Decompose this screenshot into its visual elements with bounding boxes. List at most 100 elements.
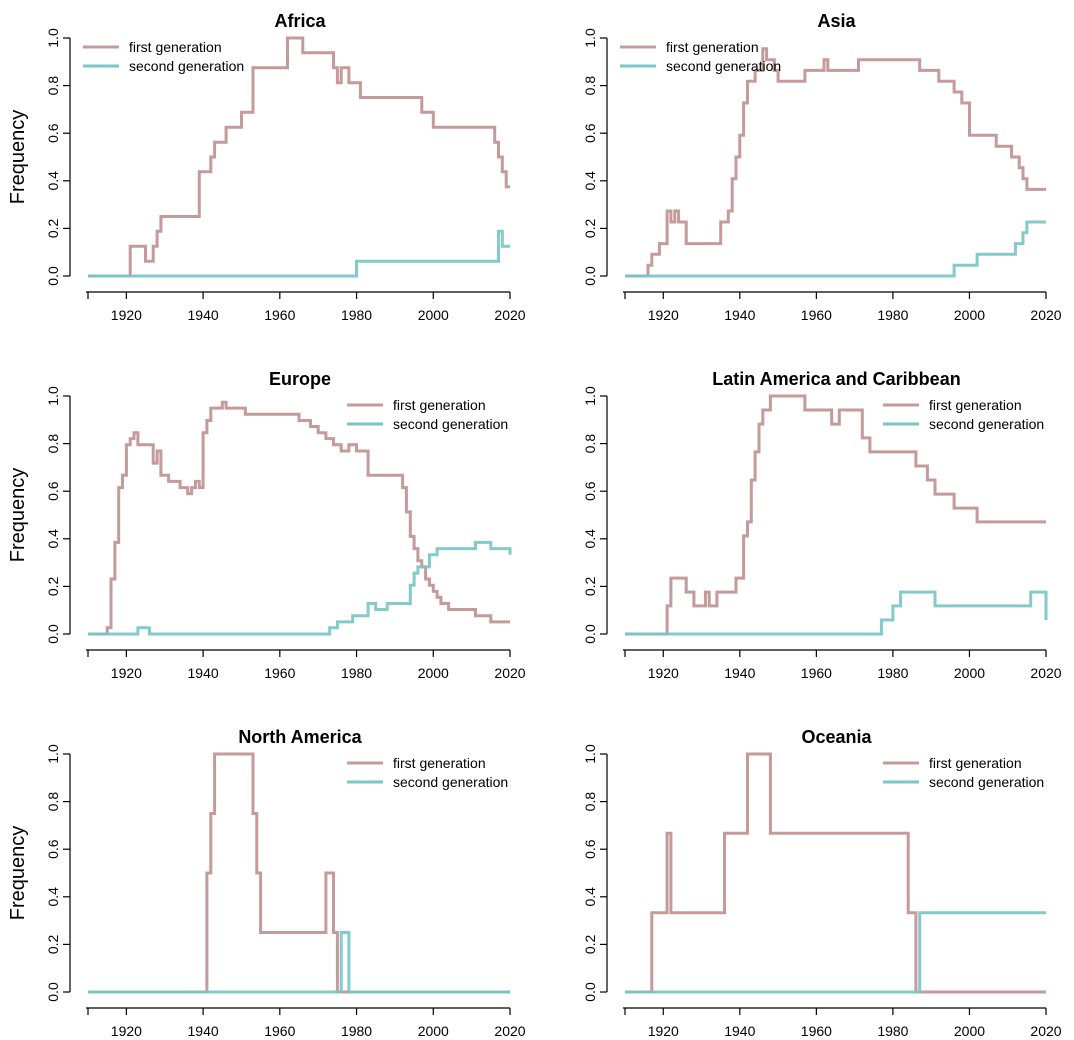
x-tick-label: 1960 (264, 1023, 295, 1039)
y-tick-label: 0.8 (582, 434, 598, 454)
x-tick-label: 2000 (418, 307, 449, 323)
second-generation-line (88, 229, 510, 278)
y-tick-label: 0.6 (582, 123, 598, 143)
y-tick-label: 0.4 (582, 171, 598, 191)
y-tick-label: 0.2 (582, 218, 598, 238)
y-tick-label: 0.2 (45, 934, 61, 954)
x-tick-label: 1920 (111, 665, 142, 681)
panel-asia: Asia 0.0 0.2 0.4 0.6 0.8 1.0 1920 1940 1960 1980 20… (582, 11, 1062, 323)
y-axis-label: Frequency (7, 110, 29, 205)
y-tick-label: 0.0 (582, 982, 598, 1002)
panel-title: Africa (274, 11, 326, 31)
panel-title: Oceania (801, 727, 872, 747)
panel-title: Asia (817, 11, 856, 31)
y-tick-label: 0.8 (45, 76, 61, 96)
y-tick-label: 0.2 (582, 934, 598, 954)
y-tick-label: 0.0 (582, 624, 598, 644)
x-tick-label: 2000 (954, 1023, 985, 1039)
y-tick-label: 0.4 (45, 171, 61, 191)
y-tick-label: 0.6 (45, 839, 61, 859)
x-tick-label: 1980 (877, 307, 908, 323)
y-tick-label: 0.4 (45, 529, 61, 549)
legend-label: second generation (129, 58, 244, 74)
first-generation-line (625, 47, 1046, 278)
y-axis-label: Frequency (7, 826, 29, 921)
y-tick-label: 0.0 (45, 266, 61, 286)
y-tick-label: 1.0 (45, 28, 61, 48)
first-generation-line (88, 36, 510, 278)
x-tick-label: 1960 (801, 307, 832, 323)
x-tick-label: 2000 (954, 665, 985, 681)
y-tick-label: 0.2 (45, 576, 61, 596)
y-tick-label: 0.6 (45, 481, 61, 501)
x-tick-label: 1940 (188, 665, 219, 681)
legend-label: first generation (666, 39, 759, 55)
y-tick-label: 1.0 (582, 386, 598, 406)
legend-label: first generation (393, 755, 486, 771)
panel-europe: Europe 0.0 0.2 0.4 0.6 0.8 1.0 1920 1940 1960 1980… (7, 369, 526, 681)
x-tick-label: 1960 (264, 665, 295, 681)
second-generation-line (88, 931, 510, 994)
legend-label: second generation (393, 416, 508, 432)
x-tick-label: 1960 (801, 1023, 832, 1039)
y-tick-label: 0.8 (582, 76, 598, 96)
panel-oceania: Oceania 0.0 0.2 0.4 0.6 0.8 1.0 1920 1940 1960 198… (582, 727, 1062, 1039)
panel-north-america: North America 0.0 0.2 0.4 0.6 0.8 1.0 1920 1940 1… (7, 727, 526, 1039)
legend-label: first generation (929, 755, 1022, 771)
y-tick-label: 1.0 (45, 744, 61, 764)
y-tick-label: 0.0 (45, 982, 61, 1002)
x-tick-label: 1940 (724, 307, 755, 323)
legend-label: second generation (393, 774, 508, 790)
x-tick-label: 1980 (877, 665, 908, 681)
first-generation-line (625, 394, 1046, 636)
first-generation-line (88, 752, 510, 994)
x-tick-label: 1940 (724, 665, 755, 681)
y-tick-label: 0.2 (582, 576, 598, 596)
second-generation-line (88, 540, 512, 636)
y-tick-label: 0.0 (582, 266, 598, 286)
panel-title: Latin America and Caribbean (712, 369, 960, 389)
x-tick-label: 2020 (1030, 665, 1061, 681)
x-tick-label: 1980 (341, 307, 372, 323)
legend-label: first generation (393, 397, 486, 413)
x-tick-label: 2020 (1030, 1023, 1061, 1039)
legend-label: second generation (929, 774, 1044, 790)
y-tick-label: 1.0 (582, 744, 598, 764)
first-generation-line (88, 400, 510, 636)
x-tick-label: 2000 (418, 1023, 449, 1039)
x-tick-label: 1980 (341, 665, 372, 681)
first-generation-line (625, 752, 1046, 994)
x-tick-label: 2020 (1030, 307, 1061, 323)
second-generation-line (625, 220, 1046, 278)
y-tick-label: 0.6 (45, 123, 61, 143)
y-tick-label: 0.8 (45, 434, 61, 454)
legend-label: first generation (929, 397, 1022, 413)
y-tick-label: 0.4 (582, 887, 598, 907)
x-tick-label: 2020 (494, 665, 525, 681)
y-tick-label: 0.4 (582, 529, 598, 549)
panel-title: Europe (269, 369, 331, 389)
y-tick-label: 0.6 (582, 839, 598, 859)
legend-label: first generation (129, 39, 222, 55)
second-generation-line (625, 911, 1046, 994)
y-axis-label: Frequency (7, 468, 29, 563)
panel-latin-america-and-caribbean: Latin America and Caribbean 0.0 0.2 0.4 0.6 0… (582, 369, 1062, 681)
x-tick-label: 2020 (494, 307, 525, 323)
x-tick-label: 1920 (648, 1023, 679, 1039)
y-tick-label: 0.8 (45, 792, 61, 812)
x-tick-label: 1960 (801, 665, 832, 681)
x-tick-label: 1920 (111, 307, 142, 323)
y-tick-label: 0.0 (45, 624, 61, 644)
y-tick-label: 0.4 (45, 887, 61, 907)
x-tick-label: 1940 (724, 1023, 755, 1039)
y-tick-label: 1.0 (45, 386, 61, 406)
panel-title: North America (238, 727, 362, 747)
x-tick-label: 1940 (188, 1023, 219, 1039)
x-tick-label: 1960 (264, 307, 295, 323)
x-tick-label: 1940 (188, 307, 219, 323)
y-tick-label: 0.2 (45, 218, 61, 238)
x-tick-label: 1920 (648, 307, 679, 323)
x-tick-label: 1920 (111, 1023, 142, 1039)
y-tick-label: 1.0 (582, 28, 598, 48)
